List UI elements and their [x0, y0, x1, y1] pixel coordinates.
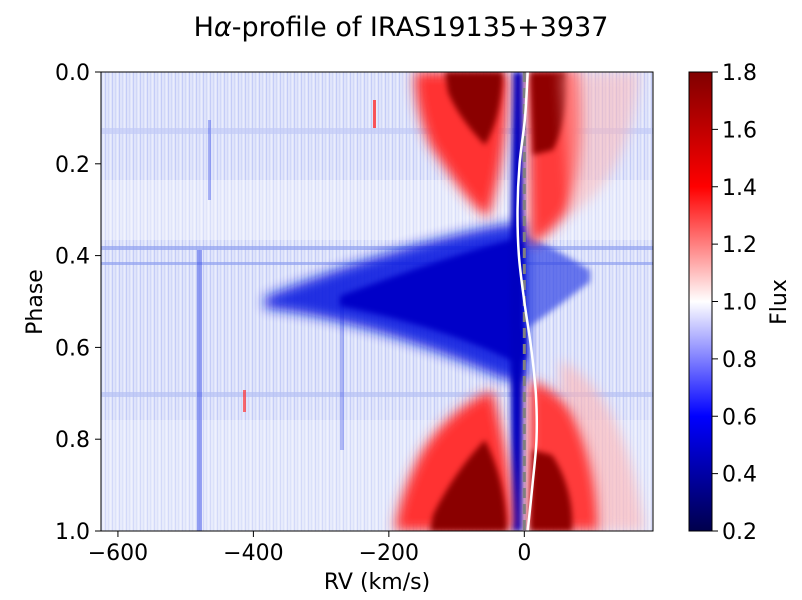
y-tick-label: 0.2 [55, 153, 90, 178]
emission-faint-wing [560, 360, 645, 531]
emission-blue-lobe-bottom-core [430, 440, 507, 531]
y-axis-label: Phase [23, 269, 48, 335]
emission-speck [243, 390, 246, 412]
phase-band-dark [101, 392, 653, 397]
colorbar-tick-label: 0.4 [722, 463, 757, 488]
rv-curve [516, 72, 539, 531]
y-tick-label: 0.0 [55, 61, 90, 86]
y-tick-label: 1.0 [55, 520, 90, 545]
colorbar-tick-label: 0.2 [722, 520, 757, 545]
absorption-line [340, 300, 344, 450]
colorbar-tick-label: 1.6 [722, 118, 757, 143]
colorbar-tick-label: 1.8 [722, 61, 757, 86]
colorbar-tick-label: 1.0 [722, 291, 757, 316]
x-tick-label: −600 [88, 541, 148, 566]
phase-band-dark [101, 246, 653, 250]
colorbar-label: Flux [767, 279, 792, 325]
absorption-line [197, 250, 202, 531]
overlay-layer [516, 72, 539, 531]
colorbar: 0.2 0.4 0.6 0.8 1.0 1.2 1.4 1.6 1.8 Flux [688, 61, 792, 545]
absorption-line [208, 120, 211, 200]
x-tick-label: −200 [359, 541, 419, 566]
x-tick-label: −400 [223, 541, 283, 566]
colorbar-gradient [688, 71, 713, 532]
plot-frame [100, 71, 654, 532]
colorbar-tick-label: 0.6 [722, 405, 757, 430]
x-axis: −600 −400 −200 0 [88, 531, 531, 566]
y-axis: 0.0 0.2 0.4 0.6 0.8 1.0 [55, 61, 101, 545]
emission-faint-wing [560, 72, 640, 215]
absorption-red-wing [524, 235, 590, 330]
colorbar-tick-label: 1.4 [722, 176, 757, 201]
heatmap-image [101, 72, 653, 531]
y-tick-label: 0.4 [55, 245, 90, 270]
emission-features [243, 72, 645, 531]
x-tick-label: 0 [517, 541, 531, 566]
y-tick-label: 0.8 [55, 428, 90, 453]
colorbar-ticks: 0.2 0.4 0.6 0.8 1.0 1.2 1.4 1.6 1.8 [712, 61, 757, 545]
emission-blue-lobe-top-core [445, 72, 503, 145]
y-tick-label: 0.6 [55, 336, 90, 361]
emission-red-lobe-bottom-core [530, 450, 573, 531]
colorbar-tick-label: 1.2 [722, 233, 757, 258]
absorption-wing-core [340, 240, 526, 360]
absorption-features [197, 72, 590, 531]
phase-band-dark [101, 128, 653, 134]
colorbar-tick-label: 0.8 [722, 348, 757, 373]
x-axis-label: RV (km/s) [324, 570, 430, 595]
absorption-core-line [510, 72, 524, 531]
emission-speck [373, 100, 376, 128]
chart-title: Hα-profile of IRAS19135+3937 [194, 12, 609, 43]
emission-red-lobe-top-core [530, 72, 567, 155]
